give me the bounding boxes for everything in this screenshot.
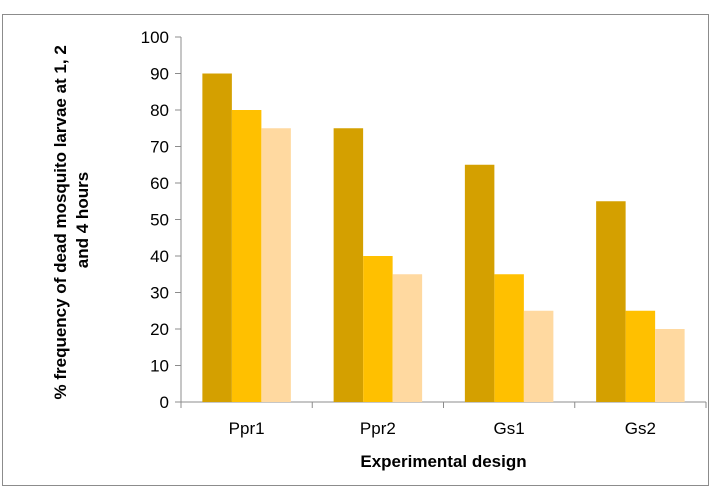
y-tick-label: 90: [150, 65, 169, 84]
bar: [596, 201, 626, 402]
bar: [523, 310, 554, 402]
y-tick-label: 30: [150, 284, 169, 303]
y-axis-title: % frequency of dead mosquito larvae at 1…: [51, 40, 92, 399]
bar: [231, 110, 262, 402]
bar: [655, 329, 685, 402]
y-tick-label: 80: [150, 101, 169, 120]
y-tick-label: 40: [150, 247, 169, 266]
x-tick-label: Ppr1: [229, 419, 265, 438]
bar: [202, 73, 232, 402]
bar: [494, 274, 524, 402]
y-axis-title-line-2: and 4 hours: [73, 172, 92, 268]
y-tick-label: 70: [150, 138, 169, 157]
y-tick-label: 60: [150, 174, 169, 193]
x-tick-label: Ppr2: [360, 419, 396, 438]
chart-frame: [2, 14, 709, 486]
bar: [261, 128, 291, 402]
y-tick-label: 0: [160, 393, 169, 412]
bar: [392, 274, 423, 402]
x-axis-ticks: Ppr1 Ppr2 Gs1 Gs2: [180, 402, 707, 438]
y-tick-label: 50: [150, 211, 169, 230]
y-axis-title-line-1: % frequency of dead mosquito larvae at 1…: [51, 45, 70, 399]
bar: [333, 128, 364, 402]
bar: [625, 310, 656, 402]
y-tick-label: 100: [141, 28, 169, 47]
x-tick-label: Gs1: [494, 419, 525, 438]
bar: [363, 256, 393, 402]
x-axis-title: Experimental design: [360, 452, 526, 471]
y-axis-ticks: 0 10 20 30 40 50 60 70 80 90 100: [141, 28, 181, 412]
y-tick-label: 20: [150, 320, 169, 339]
bar-series: [202, 73, 685, 402]
y-tick-label: 10: [150, 357, 169, 376]
x-tick-label: Gs2: [625, 419, 656, 438]
bar: [464, 164, 495, 402]
